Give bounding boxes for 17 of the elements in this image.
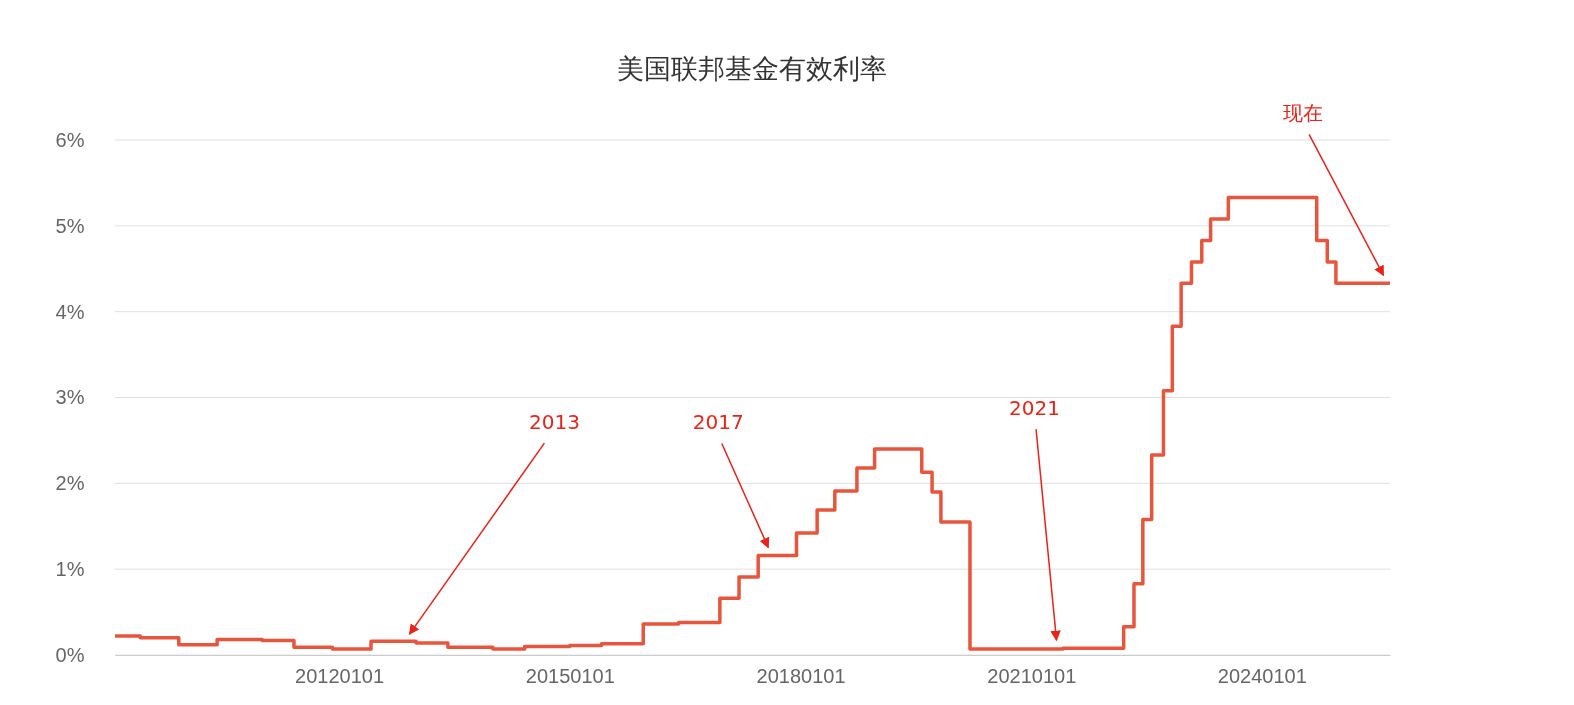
x-tick-label: 20120101 — [295, 665, 384, 688]
x-tick-label: 20240101 — [1217, 665, 1307, 688]
y-tick-label: 5% — [55, 214, 85, 237]
y-tick-label: 3% — [55, 386, 85, 409]
y-tick-label: 1% — [55, 558, 85, 581]
annotation: 2017 — [692, 410, 744, 435]
x-tick-label: 20180101 — [756, 665, 846, 688]
y-tick-label: 6% — [55, 128, 85, 151]
y-tick-label: 2% — [55, 472, 85, 495]
annotation: 2021 — [1009, 396, 1060, 421]
chart-title: 美国联邦基金有效利率 — [617, 53, 887, 84]
x-tick-label: 20210101 — [987, 665, 1077, 688]
x-tick-label: 20150101 — [525, 665, 615, 688]
y-tick-label: 4% — [55, 300, 85, 323]
annotation: 现在 — [1283, 101, 1324, 126]
y-tick-label: 0% — [55, 643, 85, 666]
annotation: 2013 — [529, 410, 580, 435]
